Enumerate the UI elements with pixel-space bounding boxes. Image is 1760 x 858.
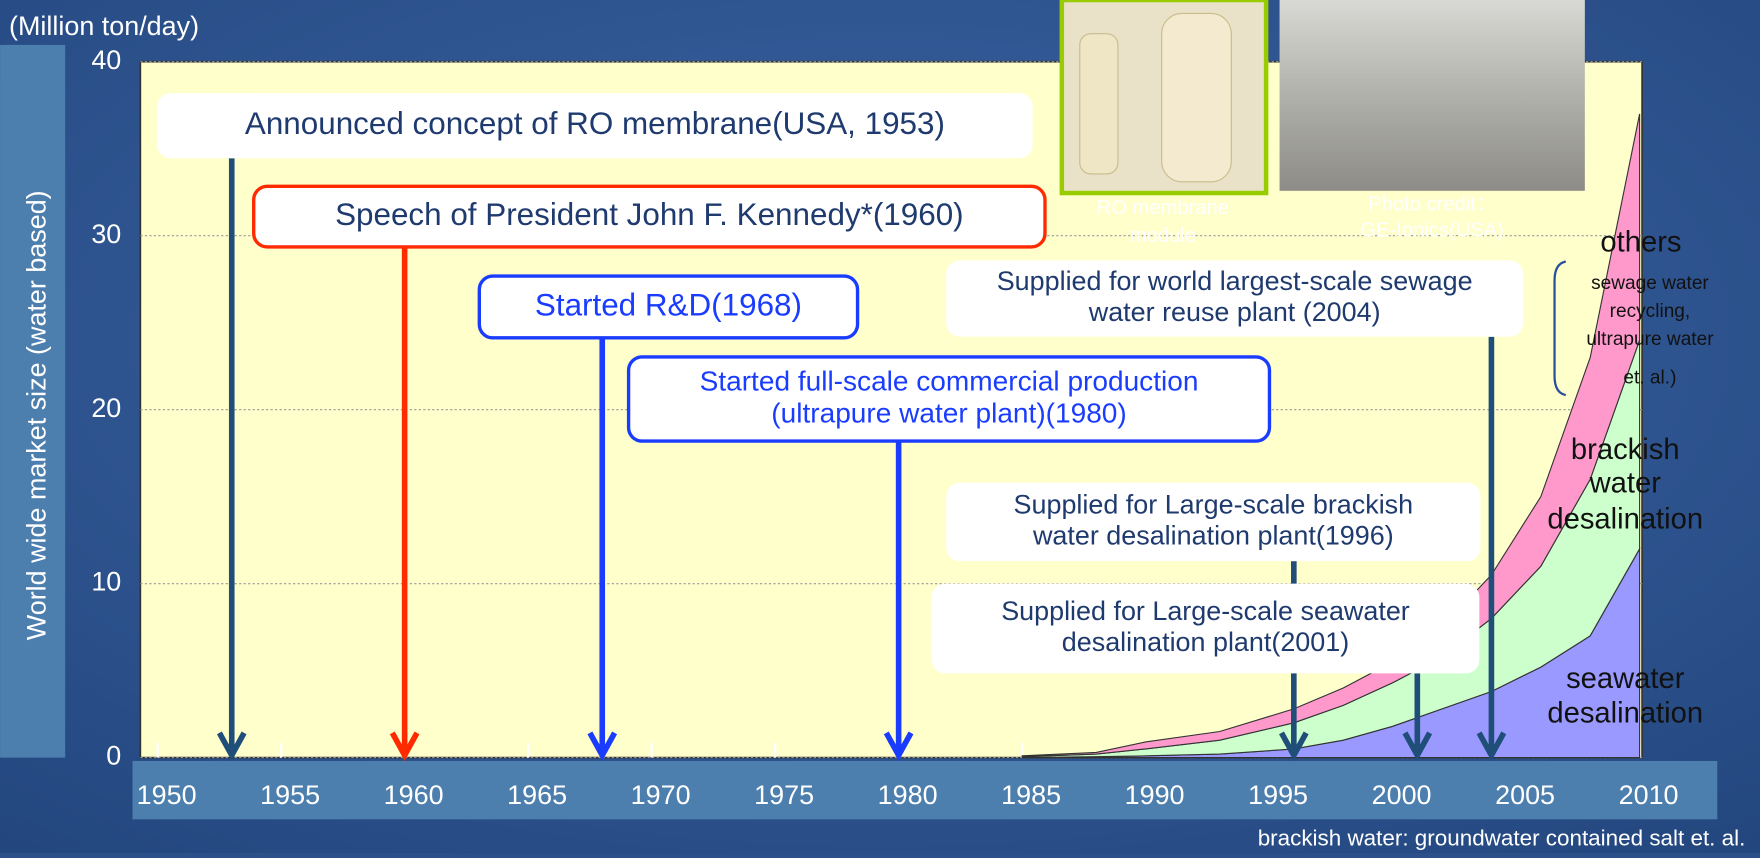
annotation-box [252, 184, 1047, 249]
y-axis-label: World wide market size (water based) [21, 190, 51, 640]
annotation-text: (ultrapure water plant)(1980) [771, 398, 1126, 429]
annotation-text: Started R&D(1968) [535, 287, 802, 322]
x-tick-label: 1980 [878, 780, 938, 810]
annotation-box [157, 93, 1033, 159]
annotation-text: Supplied for Large-scale brackish [1014, 490, 1414, 520]
photo-plant [1279, 0, 1585, 191]
photo-caption: module [1130, 225, 1196, 247]
x-label-band [132, 760, 1718, 820]
y-tick-label: 40 [91, 45, 121, 75]
annotation-text: Speech of President John F. Kennedy*(196… [335, 197, 964, 232]
x-tick-label: 1965 [507, 780, 567, 810]
annotation-text: Supplied for world largest-scale sewage [997, 266, 1473, 296]
footnote: brackish water: groundwater contained sa… [1258, 825, 1746, 850]
x-tick-label: 1970 [631, 780, 691, 810]
annotation-box [931, 583, 1480, 674]
annotation-arrow [1402, 673, 1433, 762]
y-tick-label: 0 [106, 741, 121, 771]
series-label: brackish [1571, 434, 1680, 466]
y-tick-label: 20 [91, 393, 121, 423]
annotation-box [946, 260, 1524, 337]
series-label: water [1589, 468, 1662, 500]
x-tick-label: 1960 [384, 780, 444, 810]
x-tick-label: 1985 [1001, 780, 1061, 810]
series-label: desalination [1547, 503, 1703, 535]
x-tick-label: 1975 [754, 780, 814, 810]
annotation-arrow [389, 246, 420, 762]
series-label: et. al.) [1623, 367, 1676, 388]
y-tick-label: 30 [91, 219, 121, 249]
annotation-text: Started full-scale commercial production [700, 365, 1199, 396]
y-tick-label: 10 [91, 567, 121, 597]
x-tick-label: 2005 [1495, 780, 1555, 810]
x-tick-label: 2000 [1372, 780, 1432, 810]
membrane-large [1161, 12, 1232, 183]
annotation-text: desalination plant(2001) [1062, 627, 1349, 657]
annotation-box [477, 274, 860, 340]
annotation-text: Announced concept of RO membrane(USA, 19… [245, 106, 945, 141]
unit-label: (Million ton/day) [9, 11, 199, 41]
x-tick-label: 2010 [1619, 780, 1679, 810]
annotation-box [946, 482, 1481, 562]
photo-caption: GE-Ionics(USA) [1360, 220, 1504, 242]
annotation-arrow [216, 158, 247, 762]
brace [1553, 260, 1567, 397]
series-label: seawater [1566, 663, 1685, 695]
y-label-band [0, 44, 66, 758]
x-tick-label: 1995 [1248, 780, 1308, 810]
photo-caption: Photo credit： [1368, 194, 1496, 216]
annotation-text: Supplied for Large-scale seawater [1001, 596, 1410, 626]
annotation-arrow [587, 337, 618, 762]
annotation-arrow [883, 441, 914, 762]
membrane-small [1079, 33, 1119, 175]
annotation-text: water reuse plant (2004) [1088, 297, 1381, 327]
annotation-box [626, 355, 1272, 443]
annotation-arrow [1476, 336, 1507, 762]
series-label: desalination [1547, 698, 1703, 730]
annotation-text: water desalination plant(1996) [1032, 520, 1394, 550]
series-label: recycling, [1610, 301, 1691, 322]
series-label: others [1600, 226, 1681, 258]
photo-caption: RO membrane [1097, 197, 1229, 219]
series-label: sewage water [1591, 273, 1709, 294]
series-label: ultrapure water [1586, 329, 1714, 350]
x-tick-label: 1990 [1125, 780, 1185, 810]
x-tick-label: 1950 [137, 780, 197, 810]
x-tick-label: 1955 [260, 780, 320, 810]
